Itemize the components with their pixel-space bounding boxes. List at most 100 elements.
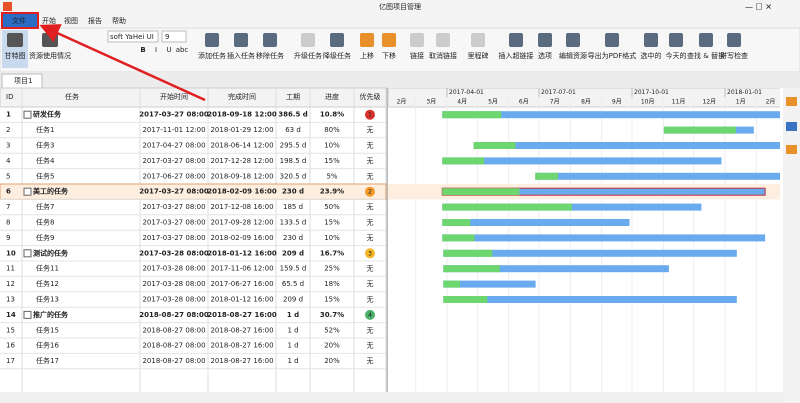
cell-2[interactable]: 2018-08-27 08:00 <box>139 311 209 319</box>
cell-task[interactable]: 任务13 <box>36 295 59 304</box>
ribbon-label[interactable]: 上移 <box>360 51 374 60</box>
cell-id[interactable]: 10 <box>6 249 16 257</box>
ribbon-icon[interactable] <box>382 33 396 47</box>
ribbon-label[interactable]: 取消链接 <box>429 51 457 60</box>
cell-3[interactable]: 2018-09-18 12:00 <box>207 111 277 119</box>
cell-2[interactable]: 2017-03-28 08:00 <box>139 249 209 257</box>
task-bar[interactable] <box>443 249 737 257</box>
task-bar[interactable] <box>443 296 737 303</box>
collapse-box[interactable] <box>23 110 32 119</box>
cell-3[interactable]: 2017-12-08 16:00 <box>210 203 273 211</box>
cell-2[interactable]: 2018-08-27 08:00 <box>142 326 205 334</box>
cell-5[interactable]: 25% <box>324 265 340 273</box>
task-bar[interactable] <box>442 111 800 119</box>
progress-bar[interactable] <box>442 111 502 119</box>
progress-bar[interactable] <box>442 157 485 165</box>
ribbon-label[interactable]: 今天的 <box>666 51 687 60</box>
cell-4[interactable]: 230 d <box>283 234 303 242</box>
cell-3[interactable]: 2018-08-27 16:00 <box>210 342 273 350</box>
cell-task[interactable]: 任务12 <box>36 279 59 288</box>
menu-item[interactable]: 开始 <box>42 16 56 25</box>
cell-task[interactable]: 任务15 <box>36 325 59 334</box>
ribbon-label[interactable]: 里程碑 <box>468 51 489 60</box>
cell-id[interactable]: 7 <box>6 203 10 211</box>
cell-3[interactable]: 2018-01-12 16:00 <box>210 296 273 304</box>
cell-5[interactable]: 16.7% <box>320 249 344 257</box>
cell-id[interactable]: 14 <box>6 311 16 319</box>
ribbon-label[interactable]: 拼写检查 <box>720 51 748 60</box>
cell-3[interactable]: 2018-08-27 16:00 <box>207 311 277 319</box>
cell-4[interactable]: 133.5 d <box>280 219 307 227</box>
ribbon-icon[interactable] <box>566 33 580 47</box>
cell-2[interactable]: 2018-08-27 08:00 <box>142 357 205 365</box>
cell-id[interactable]: 11 <box>6 265 15 273</box>
cell-2[interactable]: 2018-08-27 08:00 <box>142 342 205 350</box>
cell-2[interactable]: 2017-06-27 08:00 <box>142 172 205 180</box>
side-icon[interactable] <box>786 145 797 154</box>
cell-5[interactable]: 80% <box>324 126 340 134</box>
size-box[interactable] <box>161 30 187 43</box>
cell-4[interactable]: 209 d <box>282 249 304 257</box>
cell-5[interactable]: 10.8% <box>320 111 344 119</box>
cell-4[interactable]: 1 d <box>287 326 298 334</box>
task-bar[interactable] <box>442 219 630 226</box>
cell-4[interactable]: 159.5 d <box>280 265 307 273</box>
cell-id[interactable]: 5 <box>6 172 10 180</box>
ribbon-icon[interactable] <box>509 33 523 47</box>
cell-3[interactable]: 2018-01-29 12:00 <box>210 126 273 134</box>
cell-5[interactable]: 15% <box>324 219 340 227</box>
ribbon-icon[interactable] <box>605 33 619 47</box>
collapse-box[interactable] <box>23 187 32 196</box>
cell-5[interactable]: 10% <box>324 234 340 242</box>
cell-5[interactable]: 52% <box>324 326 340 334</box>
cell-3[interactable]: 2018-09-18 12:00 <box>210 172 273 180</box>
progress-bar[interactable] <box>535 172 558 180</box>
menu-item[interactable]: 帮助 <box>112 16 126 25</box>
cell-2[interactable]: 2017-03-27 08:00 <box>139 111 209 119</box>
cell-5[interactable]: 50% <box>324 203 340 211</box>
cell-task[interactable]: 任务17 <box>36 356 59 365</box>
collapse-box[interactable] <box>23 310 32 319</box>
ribbon-icon[interactable] <box>538 33 552 47</box>
splitter[interactable] <box>386 88 388 392</box>
cell-task[interactable]: 任务1 <box>36 125 54 134</box>
format-button[interactable]: I <box>155 46 157 54</box>
format-button[interactable]: U <box>166 46 171 54</box>
cell-task[interactable]: 任务7 <box>36 202 54 211</box>
cell-3[interactable]: 2018-02-09 16:00 <box>210 234 273 242</box>
doc-tab-label[interactable]: 项目1 <box>14 77 32 85</box>
task-bar[interactable] <box>473 142 800 149</box>
cell-2[interactable]: 2017-03-28 08:00 <box>142 280 205 288</box>
cell-2[interactable]: 2017-03-27 08:00 <box>142 157 205 165</box>
cell-4[interactable]: 1 d <box>287 342 298 350</box>
cell-5[interactable]: 5% <box>326 172 337 180</box>
menu-item[interactable]: 视图 <box>64 16 78 25</box>
progress-bar[interactable] <box>442 234 475 242</box>
cell-4[interactable]: 230 d <box>282 188 304 196</box>
cell-4[interactable]: 1 d <box>287 357 298 365</box>
cell-4[interactable]: 209 d <box>283 296 303 304</box>
cell-3[interactable]: 2018-08-27 16:00 <box>210 326 273 334</box>
cell-4[interactable]: 198.5 d <box>280 157 307 165</box>
task-bar[interactable] <box>442 234 766 242</box>
cell-2[interactable]: 2017-04-27 08:00 <box>142 142 205 150</box>
font-box[interactable] <box>107 30 159 43</box>
ribbon-label[interactable]: 选中的 <box>641 51 662 60</box>
task-bar[interactable] <box>443 280 536 288</box>
h-scrollbar[interactable] <box>0 392 783 403</box>
cell-id[interactable]: 12 <box>6 280 15 288</box>
cell-id[interactable]: 16 <box>6 342 15 350</box>
cell-3[interactable]: 2018-06-14 12:00 <box>210 142 273 150</box>
ribbon-label[interactable]: 移除任务 <box>256 51 284 60</box>
window-controls[interactable]: — ☐ ✕ <box>745 3 772 12</box>
cell-task[interactable]: 任务4 <box>36 156 55 165</box>
collapse-box[interactable] <box>23 249 32 258</box>
cell-5[interactable]: 23.9% <box>320 188 344 196</box>
cell-4[interactable]: 63 d <box>285 126 301 134</box>
ribbon-label[interactable]: 升级任务 <box>294 51 322 60</box>
cell-task[interactable]: 测试的任务 <box>33 248 69 257</box>
progress-bar[interactable] <box>473 142 516 149</box>
cell-3[interactable]: 2018-01-12 16:00 <box>207 249 277 257</box>
cell-task[interactable]: 推广的任务 <box>33 310 69 319</box>
task-bar[interactable] <box>443 265 669 273</box>
